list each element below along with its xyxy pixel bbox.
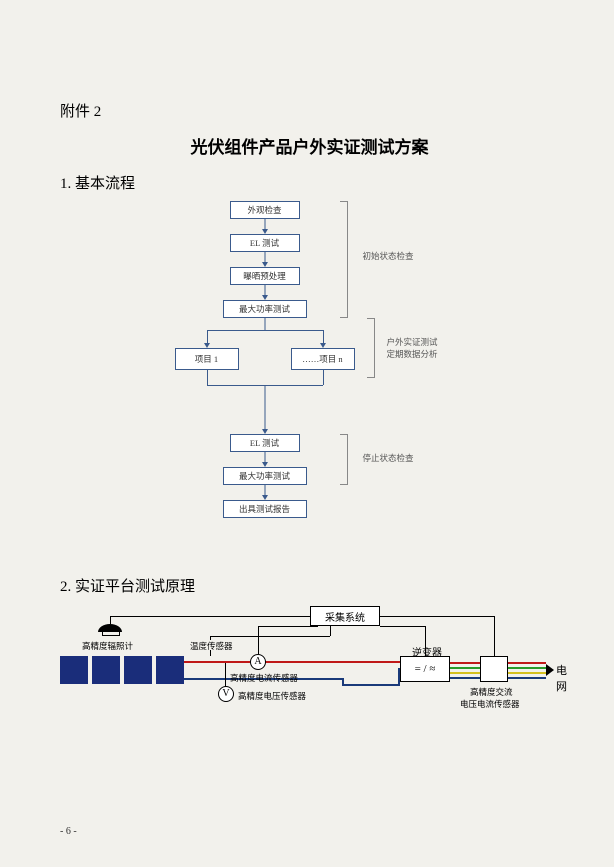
annotation-verify-l1: 户外实证测试: [387, 337, 438, 348]
label-temp: 温度传感器: [190, 640, 233, 652]
flow-box-maxpower1: 最大功率测试: [223, 300, 307, 318]
label-radiometer: 高精度辐照计: [82, 640, 133, 652]
flow-box-project1: 项目 1: [175, 348, 239, 370]
section1-title: 1. 基本流程: [60, 172, 559, 193]
schematic: 高精度辐照计 采集系统 温度传感器 A 高精度电流传感器 V 高精度电压传感器: [60, 606, 560, 746]
annotation-initial: 初始状态检查: [363, 251, 414, 262]
pv-cell-3: [124, 656, 152, 684]
pv-cell-1: [60, 656, 88, 684]
annotation-verify-l2: 定期数据分析: [387, 349, 438, 360]
bracket-1: [340, 201, 348, 318]
pv-cell-2: [92, 656, 120, 684]
page-number: - 6 -: [60, 826, 77, 837]
inverter-box: = / ≈: [400, 656, 450, 682]
radiometer-icon: [98, 624, 122, 632]
label-ac1: 高精度交流: [470, 686, 513, 698]
attachment-label: 附件 2: [60, 100, 559, 121]
ammeter: A: [250, 654, 266, 670]
label-grid: 电网: [538, 662, 567, 694]
flowchart: 外观检查 EL 测试 曝晒预处理 最大功率测试 初始状态检查 项目 1 ……项目…: [135, 201, 485, 561]
pv-cell-4: [156, 656, 184, 684]
flow-box-el1: EL 测试: [230, 234, 300, 252]
voltmeter: V: [218, 686, 234, 702]
ac-sensor-box: [480, 656, 508, 682]
annotation-stop: 停止状态检查: [363, 453, 414, 464]
flow-box-expose: 曝晒预处理: [230, 267, 300, 285]
flow-box-report: 出具测试报告: [223, 500, 307, 518]
bracket-2: [367, 318, 375, 378]
bracket-3: [340, 434, 348, 485]
daq-box: 采集系统: [310, 606, 380, 626]
label-ac2: 电压电流传感器: [460, 698, 520, 710]
label-current: 高精度电流传感器: [230, 672, 298, 684]
label-voltage: 高精度电压传感器: [238, 690, 306, 702]
flow-box-el2: EL 测试: [230, 434, 300, 452]
flow-box-maxpower2: 最大功率测试: [223, 467, 307, 485]
main-title: 光伏组件产品户外实证测试方案: [60, 133, 559, 158]
flow-box-projectn: ……项目 n: [291, 348, 355, 370]
section2-title: 2. 实证平台测试原理: [60, 575, 559, 596]
flow-box-appearance: 外观检查: [230, 201, 300, 219]
